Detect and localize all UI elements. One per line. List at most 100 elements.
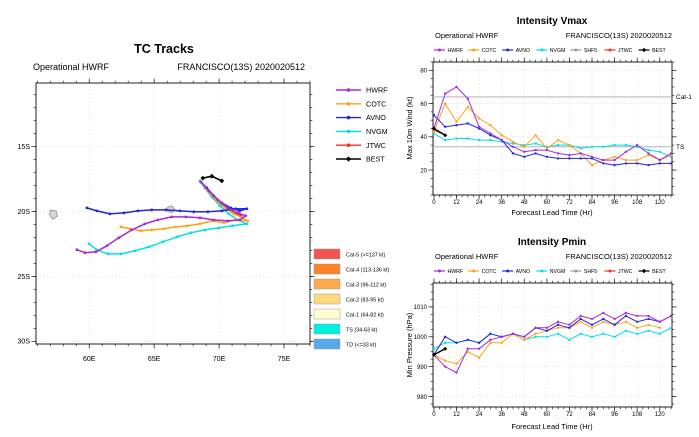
svg-text:36: 36 xyxy=(498,412,505,418)
svg-text:BEST: BEST xyxy=(652,269,666,275)
vmax-legend: HWRF COTC AVNO NVGM SHF5 JTWC BEST xyxy=(434,47,666,54)
vmax-refline-label: TS xyxy=(676,144,685,151)
svg-text:JTWC: JTWC xyxy=(366,141,386,150)
pmin-series-hwrf xyxy=(432,311,673,374)
pmin-legend: HWRF COTC AVNO NVGM SHF5 JTWC BEST xyxy=(434,268,666,275)
svg-text:36: 36 xyxy=(498,200,505,206)
svg-text:JTWC: JTWC xyxy=(618,48,633,54)
vmax-refline-label: Cat-1 xyxy=(676,94,692,101)
pmin-plot: 0 12 24 36 48 60 72 84 96 108 120 980 990 1000 1010 xyxy=(414,278,677,418)
svg-text:AVNO: AVNO xyxy=(366,113,386,122)
svg-text:NVGM: NVGM xyxy=(550,48,566,54)
svg-text:60: 60 xyxy=(544,412,551,418)
pmin-subtitle-left: Operational HWRF xyxy=(435,252,499,261)
svg-text:108: 108 xyxy=(632,200,643,206)
svg-text:TS (34-63 kt): TS (34-63 kt) xyxy=(346,328,378,334)
svg-text:84: 84 xyxy=(589,200,596,206)
vmax-plot: 0 12 24 36 48 60 72 84 96 108 120 20 40 60 80 Cat-1 TS xyxy=(420,57,692,206)
svg-text:Cat-5 (>=137 kt): Cat-5 (>=137 kt) xyxy=(346,253,385,259)
svg-text:15S: 15S xyxy=(18,144,31,151)
svg-text:HWRF: HWRF xyxy=(448,48,464,54)
pmin-subtitle-right: FRANCISCO(13S) 2020020512 xyxy=(566,252,672,261)
pmin-xaxis-label: Forecast Lead Time (Hr) xyxy=(511,422,593,431)
vmax-title: Intensity Vmax xyxy=(517,16,588,27)
svg-text:0: 0 xyxy=(432,200,436,206)
vmax-subtitle-right: FRANCISCO(13S) 2020020512 xyxy=(566,31,672,40)
svg-text:48: 48 xyxy=(521,412,528,418)
svg-text:20: 20 xyxy=(420,168,427,174)
island-mauritius xyxy=(49,209,58,220)
svg-text:84: 84 xyxy=(589,412,596,418)
svg-text:NVGM: NVGM xyxy=(550,269,566,275)
pmin-series-nvgm xyxy=(432,326,673,350)
svg-text:12: 12 xyxy=(453,412,460,418)
map-subtitle-left: Operational HWRF xyxy=(33,62,110,72)
map-category-legend: Cat-5 (>=137 kt) Cat-4 (113-136 kt) Cat-3 … xyxy=(313,248,390,350)
svg-text:BEST: BEST xyxy=(366,155,385,164)
map-title: TC Tracks xyxy=(134,42,194,56)
vmax-series-hwrf xyxy=(432,85,673,162)
svg-text:SHF5: SHF5 xyxy=(584,48,597,54)
svg-text:60: 60 xyxy=(544,200,551,206)
svg-text:SHF5: SHF5 xyxy=(584,269,597,275)
track-cotc xyxy=(119,180,250,233)
svg-text:40: 40 xyxy=(420,135,427,141)
svg-text:72: 72 xyxy=(566,412,573,418)
svg-text:COTC: COTC xyxy=(482,269,497,275)
svg-text:108: 108 xyxy=(632,412,643,418)
pmin-yaxis-label: Min Pressure (hPa) xyxy=(405,312,414,377)
map-subtitle-right: FRANCISCO(13S) 2020020512 xyxy=(177,62,305,72)
svg-text:24: 24 xyxy=(476,412,483,418)
svg-text:120: 120 xyxy=(655,412,666,418)
svg-text:120: 120 xyxy=(655,200,666,206)
svg-text:75E: 75E xyxy=(278,356,291,363)
svg-text:NVGM: NVGM xyxy=(366,127,388,136)
svg-text:HWRF: HWRF xyxy=(366,86,388,95)
svg-text:72: 72 xyxy=(566,200,573,206)
vmax-xaxis-label: Forecast Lead Time (Hr) xyxy=(511,208,593,217)
svg-text:BEST: BEST xyxy=(652,48,666,54)
svg-text:AVNO: AVNO xyxy=(516,269,530,275)
vmax-subtitle-left: Operational HWRF xyxy=(435,31,499,40)
track-nvgm xyxy=(87,179,249,256)
svg-text:48: 48 xyxy=(521,200,528,206)
vmax-series-best xyxy=(431,126,448,138)
svg-text:96: 96 xyxy=(611,412,618,418)
svg-text:1010: 1010 xyxy=(414,305,428,311)
svg-text:Cat-3 (96-112 kt): Cat-3 (96-112 kt) xyxy=(346,283,387,289)
svg-text:96: 96 xyxy=(611,200,618,206)
svg-text:12: 12 xyxy=(453,200,460,206)
svg-text:TD (<=33 kt): TD (<=33 kt) xyxy=(346,343,376,349)
svg-text:Cat-2 (83-95 kt): Cat-2 (83-95 kt) xyxy=(346,298,384,304)
track-best xyxy=(200,173,225,184)
svg-text:60: 60 xyxy=(420,102,427,108)
svg-text:990: 990 xyxy=(417,365,428,371)
pmin-title: Intensity Pmin xyxy=(518,237,586,248)
map-plot: 60E 65E 70E 75E 15S 20S 25S 30S xyxy=(18,78,315,363)
svg-text:30S: 30S xyxy=(18,339,31,346)
svg-text:Cat-1 (64-82 kt): Cat-1 (64-82 kt) xyxy=(346,313,384,319)
svg-text:COTC: COTC xyxy=(482,48,497,54)
svg-text:60E: 60E xyxy=(83,356,96,363)
track-hwrf xyxy=(75,180,248,255)
svg-text:65E: 65E xyxy=(148,356,161,363)
svg-text:HWRF: HWRF xyxy=(448,269,464,275)
svg-text:24: 24 xyxy=(476,200,483,206)
svg-text:JTWC: JTWC xyxy=(618,269,633,275)
pmin-series-best xyxy=(431,346,448,357)
svg-text:70E: 70E xyxy=(213,356,226,363)
svg-text:COTC: COTC xyxy=(366,99,386,108)
svg-text:0: 0 xyxy=(432,412,436,418)
svg-text:80: 80 xyxy=(420,69,427,75)
svg-text:AVNO: AVNO xyxy=(516,48,530,54)
vmax-yaxis-label: Max 10m Wind (kt) xyxy=(405,96,414,159)
svg-text:980: 980 xyxy=(417,395,428,401)
svg-text:25S: 25S xyxy=(18,274,31,281)
map-model-legend: HWRF COTC AVNO NVGM JTWC BEST xyxy=(336,86,388,164)
svg-text:Cat-4 (113-136 kt): Cat-4 (113-136 kt) xyxy=(346,268,390,274)
svg-text:1000: 1000 xyxy=(414,335,428,341)
